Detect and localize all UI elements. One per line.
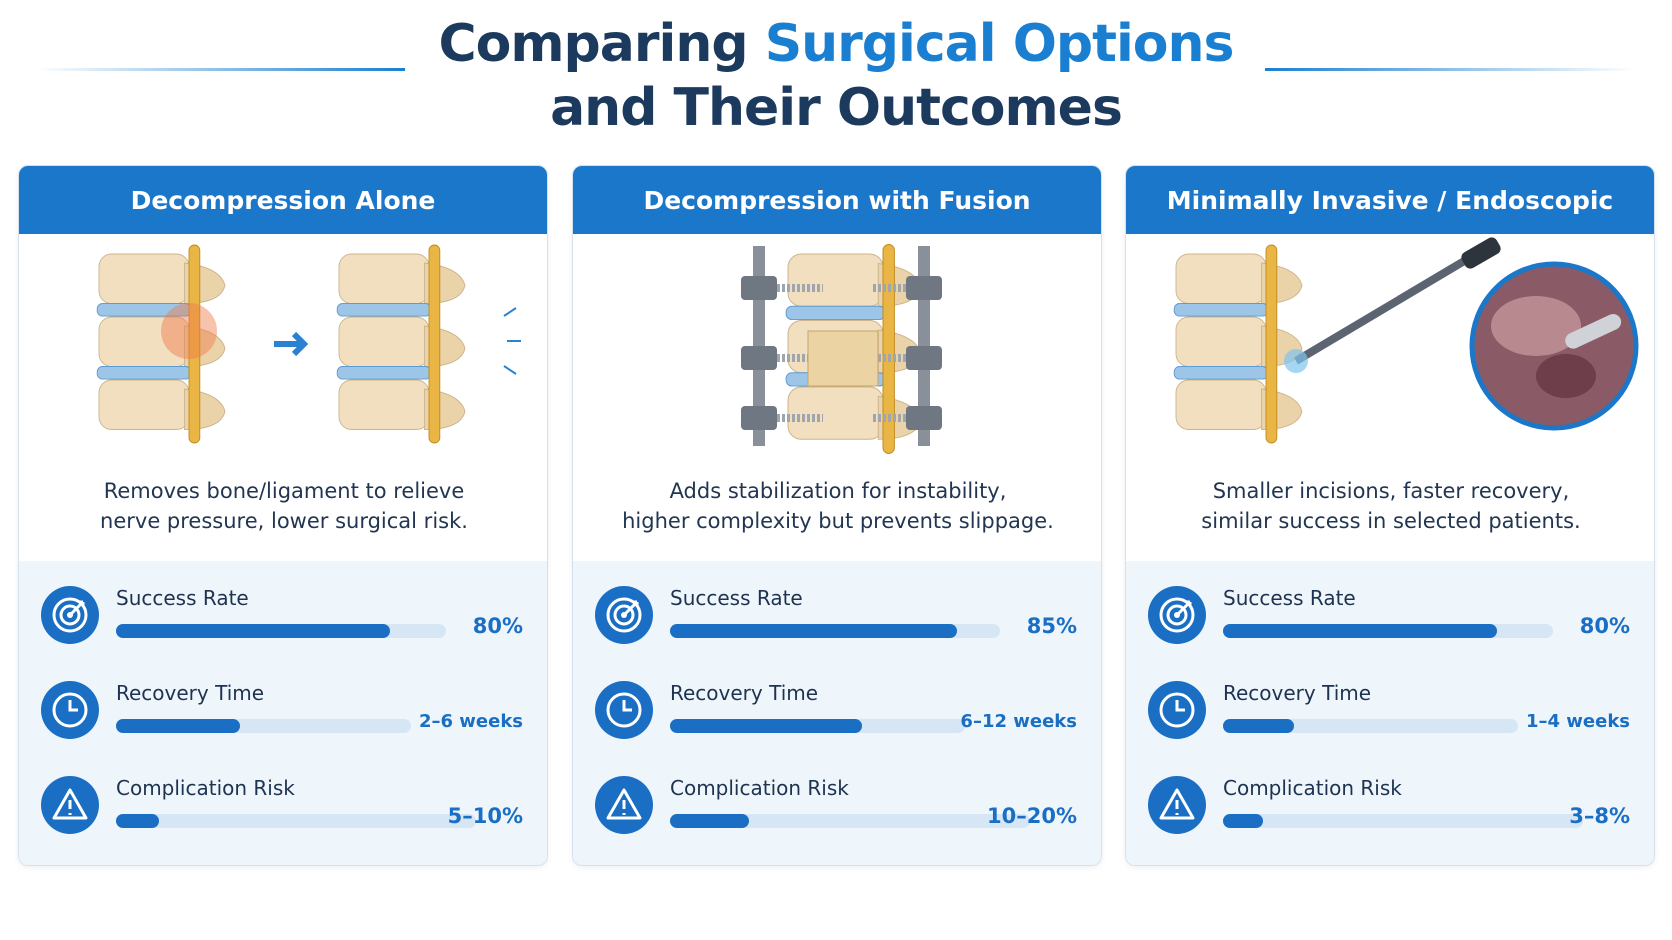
card: Minimally Invasive / Endoscopic Smaller i… (1125, 165, 1655, 866)
metric-label: Recovery Time (1223, 681, 1372, 705)
metric-value: 10–20% (987, 804, 1077, 828)
metric-icon (1148, 586, 1206, 644)
title-start: Comparing (438, 14, 748, 74)
metric-track (116, 624, 446, 638)
metric-fill (116, 719, 240, 733)
card-title: Minimally Invasive / Endoscopic (1126, 166, 1654, 234)
metric-fill (1223, 624, 1497, 638)
metric-label: Recovery Time (116, 681, 265, 705)
metric-track (116, 719, 411, 733)
metric-value: 2–6 weeks (418, 711, 523, 732)
metric-label: Complication Risk (670, 776, 849, 800)
metric-track (670, 719, 965, 733)
metric-icon (41, 586, 99, 644)
metric-value: 6–12 weeks (960, 711, 1077, 732)
description: Smaller incisions, faster recovery, simil… (1126, 476, 1654, 536)
metric-track (670, 814, 1030, 828)
metric: Success Rate 85% (573, 586, 1101, 666)
metric: Complication Risk 3–8% (1126, 776, 1654, 856)
metric-value: 80% (472, 614, 523, 638)
metric-label: Complication Risk (116, 776, 295, 800)
metric: Success Rate 80% (19, 586, 547, 666)
metric-icon (595, 681, 653, 739)
metric: Complication Risk 10–20% (573, 776, 1101, 856)
metric-track (1223, 814, 1583, 828)
metric-fill (1223, 719, 1294, 733)
description: Adds stabilization for instability, highe… (573, 476, 1101, 536)
metric-value: 85% (1026, 614, 1077, 638)
metric-fill (670, 719, 862, 733)
metrics-panel: Success Rate 80% Recovery Time 1–4 weeks Com… (1126, 561, 1654, 865)
metric-track (1223, 624, 1553, 638)
title-highlight: Surgical Options (764, 14, 1235, 74)
metric-fill (116, 814, 160, 828)
metric-value: 80% (1579, 614, 1630, 638)
metric: Recovery Time 2–6 weeks (19, 681, 547, 761)
metrics-panel: Success Rate 85% Recovery Time 6–12 weeks Co… (573, 561, 1101, 865)
description-line: Removes bone/ligament to relieve (103, 479, 465, 503)
metric-label: Success Rate (116, 586, 249, 610)
metric-icon (1148, 681, 1206, 739)
title: Comparing Surgical Options and Their Out… (0, 12, 1672, 140)
metric-label: Success Rate (1223, 586, 1356, 610)
metric-fill (670, 624, 958, 638)
metric: Success Rate 80% (1126, 586, 1654, 666)
metric-value: 3–8% (1569, 804, 1630, 828)
description-line: similar success in selected patients. (1201, 509, 1581, 533)
description-line: higher complexity but prevents slippage. (622, 509, 1054, 533)
metric-track (1223, 719, 1518, 733)
metric-icon (41, 776, 99, 834)
metric: Complication Risk 5–10% (19, 776, 547, 856)
metric-value: 5–10% (447, 804, 523, 828)
metric-icon (41, 681, 99, 739)
metric-fill (1223, 814, 1263, 828)
metric-icon (595, 586, 653, 644)
metric: Recovery Time 6–12 weeks (573, 681, 1101, 761)
metrics-panel: Success Rate 80% Recovery Time 2–6 weeks Com… (19, 561, 547, 865)
metric-label: Success Rate (670, 586, 803, 610)
card-title: Decompression Alone (19, 166, 547, 234)
metric-track (670, 624, 1000, 638)
metric-value: 1–4 weeks (1525, 711, 1630, 732)
metric-icon (1148, 776, 1206, 834)
card: Decompression Alone Removes bone/ligament… (18, 165, 548, 866)
title-line2: and Their Outcomes (550, 78, 1123, 138)
metric: Recovery Time 1–4 weeks (1126, 681, 1654, 761)
metric-fill (670, 814, 750, 828)
rule (35, 68, 405, 71)
card-title: Decompression with Fusion (573, 166, 1101, 234)
illustration (96, 244, 521, 444)
metric-track (116, 814, 476, 828)
description-line: Smaller incisions, faster recovery, (1212, 479, 1570, 503)
metric-fill (116, 624, 390, 638)
metric-icon (595, 776, 653, 834)
illustration (1173, 237, 1639, 444)
metric-label: Complication Risk (1223, 776, 1402, 800)
card: Decompression with Fusion Adds stabilizat… (572, 165, 1102, 866)
description: Removes bone/ligament to relieve nerve pr… (19, 476, 547, 536)
metric-label: Recovery Time (670, 681, 819, 705)
description-line: nerve pressure, lower surgical risk. (100, 509, 468, 533)
description-line: Adds stabilization for instability, (669, 479, 1007, 503)
illustration (741, 244, 942, 454)
